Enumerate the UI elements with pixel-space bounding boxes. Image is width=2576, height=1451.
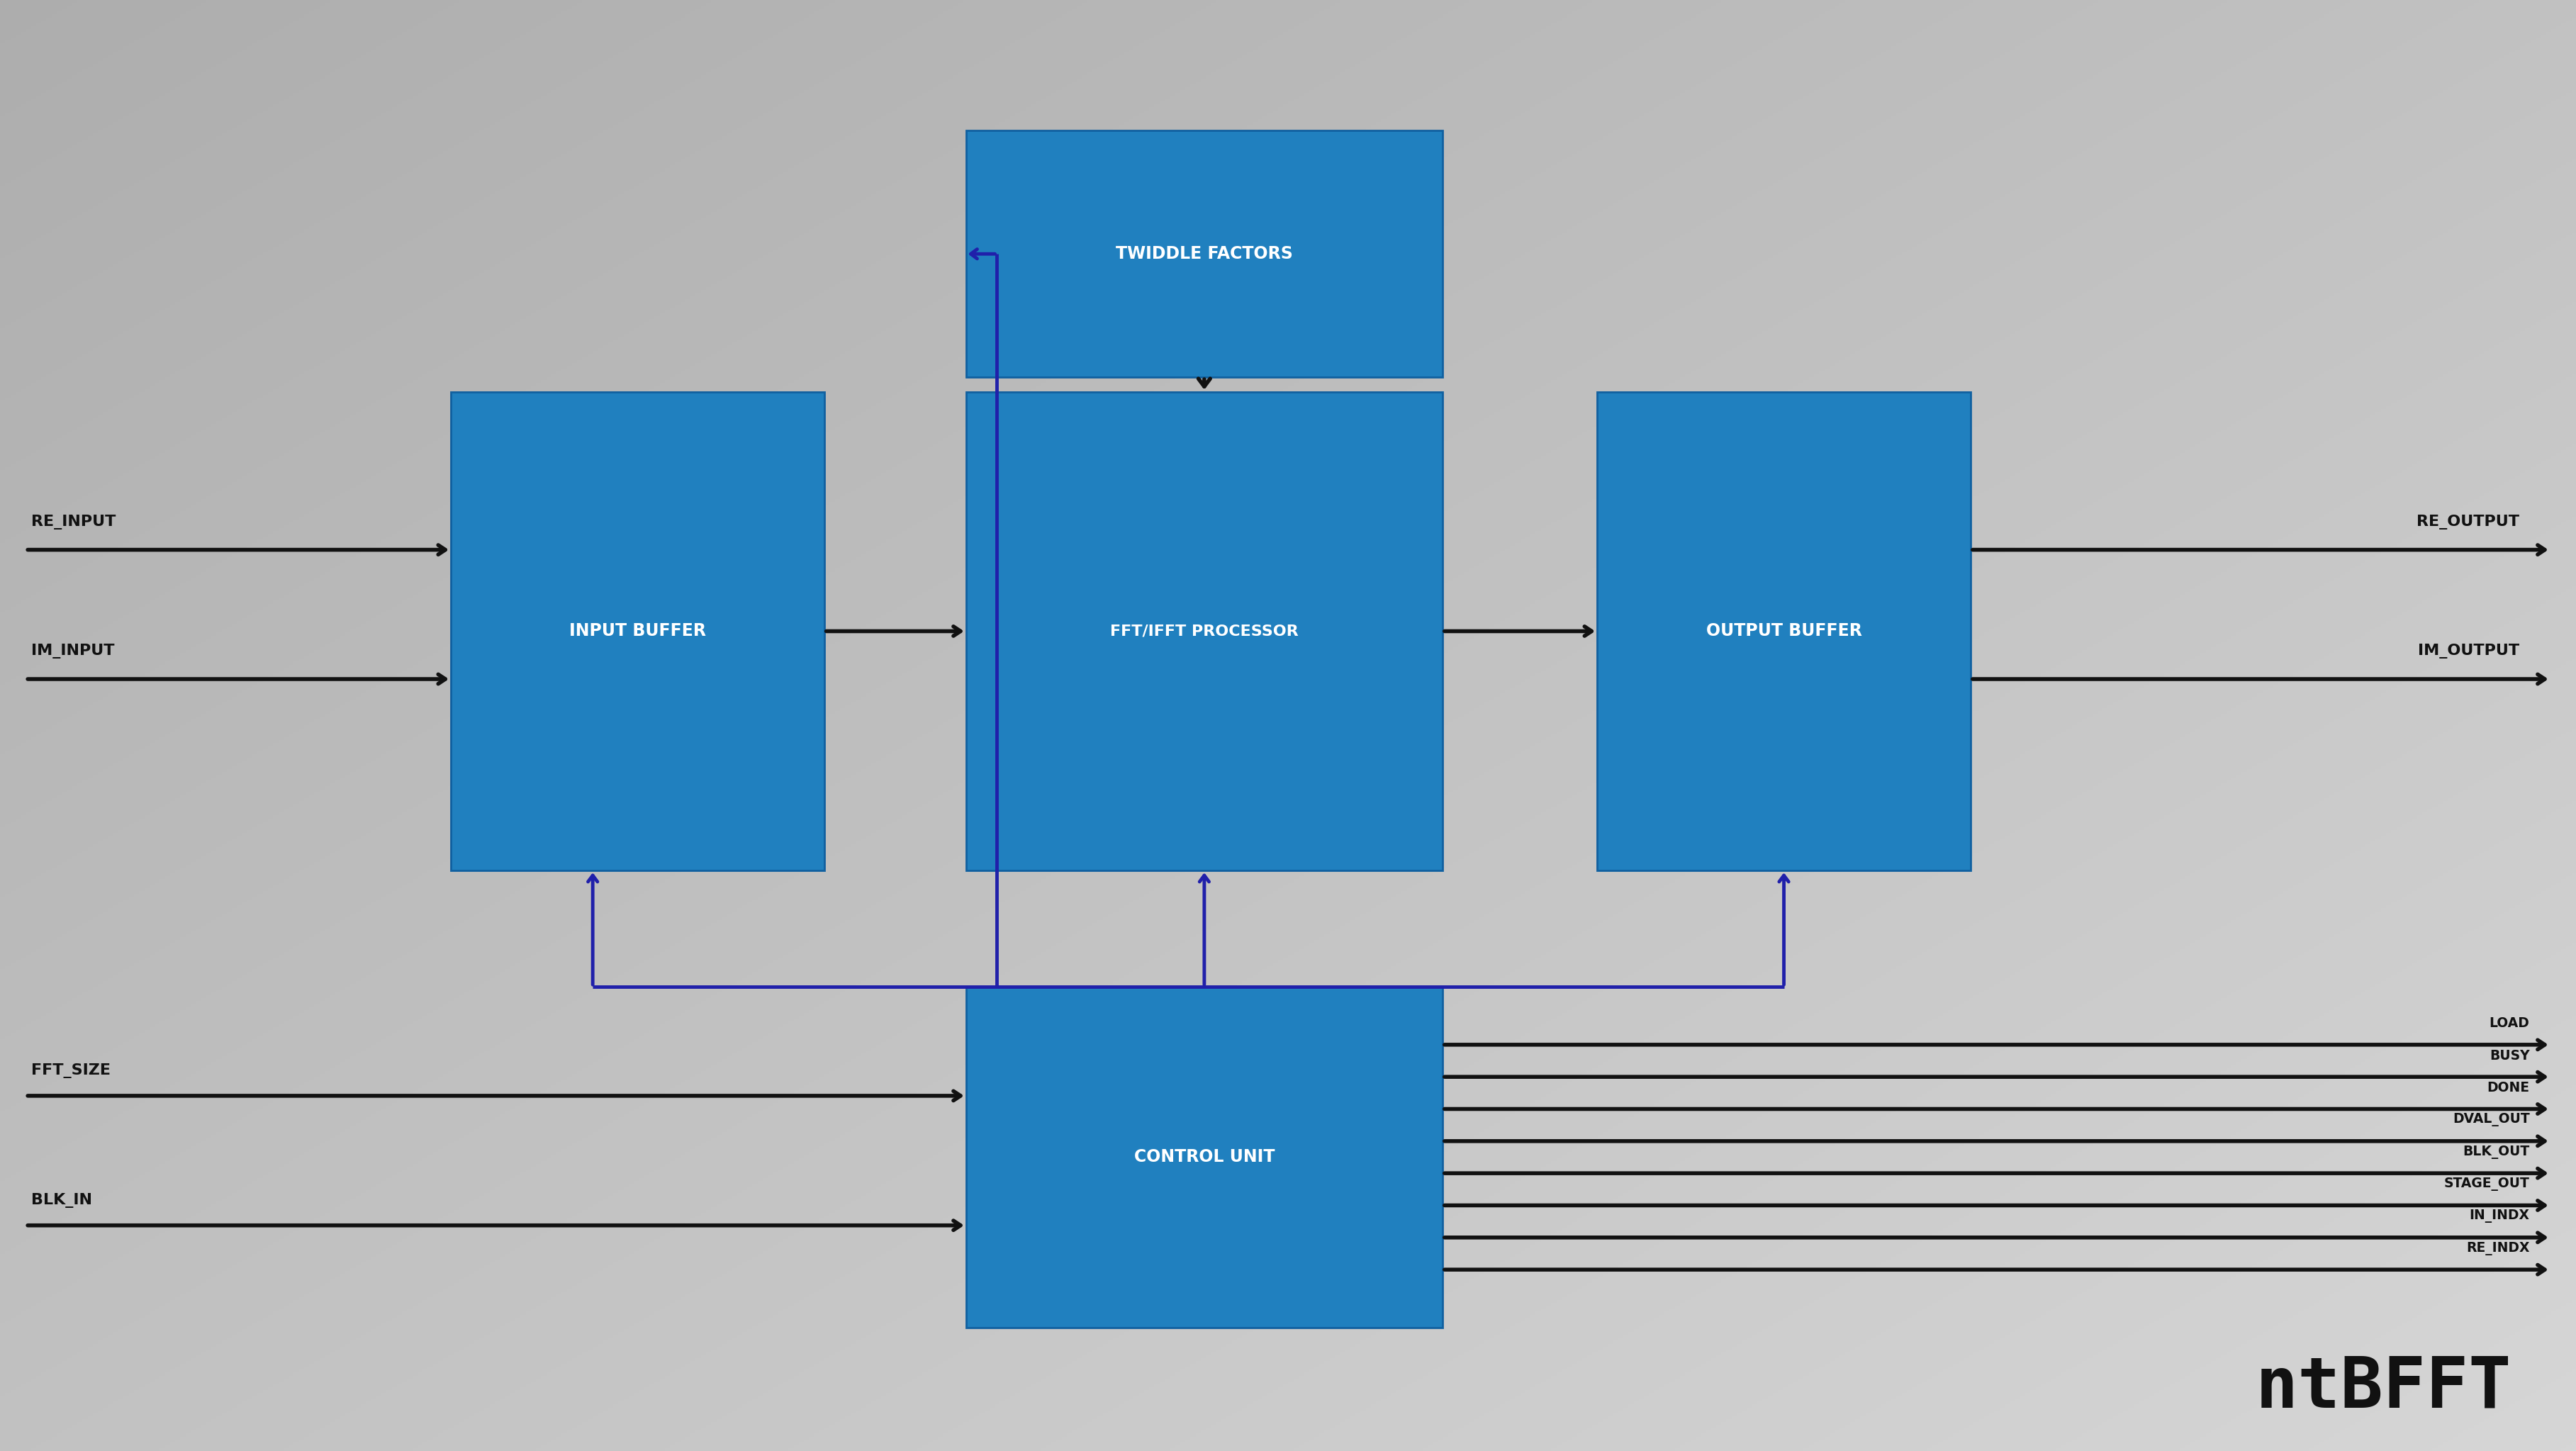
Text: BUSY: BUSY bbox=[2488, 1049, 2530, 1062]
Text: BLK_IN: BLK_IN bbox=[31, 1193, 93, 1207]
Text: BLK_OUT: BLK_OUT bbox=[2463, 1145, 2530, 1159]
Text: CONTROL UNIT: CONTROL UNIT bbox=[1133, 1149, 1275, 1165]
Text: FFT_SIZE: FFT_SIZE bbox=[31, 1064, 111, 1078]
Text: IM_INPUT: IM_INPUT bbox=[31, 644, 113, 659]
Text: DONE: DONE bbox=[2486, 1081, 2530, 1094]
Text: FFT/IFFT PROCESSOR: FFT/IFFT PROCESSOR bbox=[1110, 624, 1298, 638]
Text: ntBFFT: ntBFFT bbox=[2257, 1354, 2512, 1422]
Text: IM_OUTPUT: IM_OUTPUT bbox=[2419, 644, 2519, 659]
Bar bbox=[966, 131, 1443, 377]
Text: LOAD: LOAD bbox=[2488, 1017, 2530, 1030]
Text: INPUT BUFFER: INPUT BUFFER bbox=[569, 622, 706, 640]
Bar bbox=[966, 987, 1443, 1328]
Text: IN_INDX: IN_INDX bbox=[2470, 1210, 2530, 1223]
Text: DVAL_OUT: DVAL_OUT bbox=[2452, 1113, 2530, 1126]
Text: RE_INPUT: RE_INPUT bbox=[31, 515, 116, 530]
Text: STAGE_OUT: STAGE_OUT bbox=[2445, 1177, 2530, 1191]
Bar bbox=[451, 392, 824, 871]
Text: RE_OUTPUT: RE_OUTPUT bbox=[2416, 515, 2519, 530]
Bar bbox=[1597, 392, 1971, 871]
Bar bbox=[966, 392, 1443, 871]
Text: RE_INDX: RE_INDX bbox=[2465, 1242, 2530, 1255]
Text: OUTPUT BUFFER: OUTPUT BUFFER bbox=[1705, 622, 1862, 640]
Text: TWIDDLE FACTORS: TWIDDLE FACTORS bbox=[1115, 245, 1293, 263]
